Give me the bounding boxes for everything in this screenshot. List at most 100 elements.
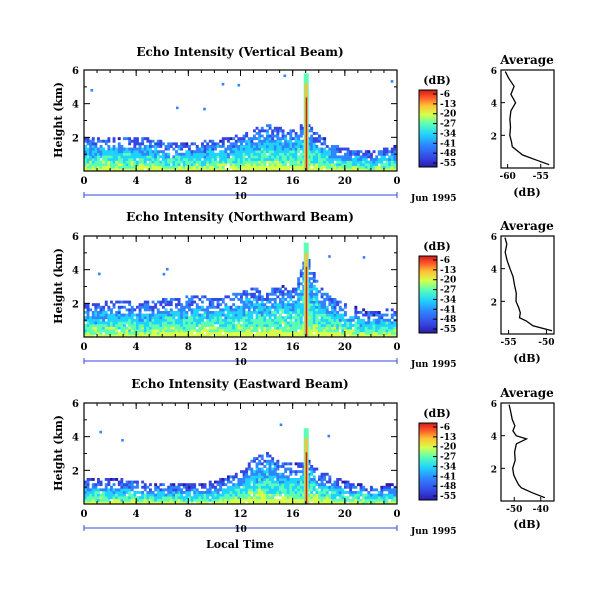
heatmap-cell — [258, 165, 262, 169]
heatmap-cell — [341, 165, 345, 169]
heatmap-cell — [310, 467, 314, 471]
heatmap-cell — [307, 318, 311, 322]
heatmap-cell — [128, 158, 132, 161]
heatmap-cell — [362, 318, 366, 322]
colorbar-tick-label: -13 — [440, 100, 456, 110]
heatmap-cell — [312, 501, 316, 505]
heatmap-cell — [162, 160, 165, 164]
heatmap-cell — [128, 160, 132, 164]
heatmap-cell — [229, 316, 233, 320]
heatmap-cell — [123, 313, 126, 317]
heatmap-cell — [346, 158, 350, 161]
heatmap-cell — [289, 467, 293, 471]
heatmap-cell — [149, 152, 152, 156]
heatmap-cell — [107, 491, 111, 494]
heatmap-cell — [128, 496, 132, 500]
heatmap-cell — [227, 308, 230, 312]
heatmap-cell — [221, 145, 225, 148]
heatmap-cell — [214, 498, 217, 502]
heatmap-cell — [325, 313, 329, 317]
heatmap-cell — [286, 311, 290, 314]
heatmap-cell — [271, 496, 275, 500]
heatmap-cell — [325, 334, 329, 338]
heatmap-cell — [128, 326, 132, 330]
heatmap-cell — [312, 478, 316, 481]
heatmap-cell — [201, 165, 204, 169]
heatmap-cell — [328, 147, 332, 151]
heatmap-cell — [325, 145, 329, 148]
heatmap-cell — [188, 158, 191, 161]
heatmap-cell — [349, 324, 353, 327]
heatmap-cell — [99, 321, 103, 325]
profile-y-tick-label: 6 — [491, 233, 497, 243]
heatmap-cell — [385, 308, 389, 312]
heatmap-cell — [338, 488, 342, 492]
heatmap-cell — [299, 298, 303, 301]
heatmap-cell — [149, 491, 152, 494]
heatmap-cell — [156, 498, 160, 502]
heatmap-cell — [172, 311, 176, 314]
heatmap-cell — [177, 496, 181, 500]
heatmap-cell — [323, 311, 327, 314]
heatmap-cell — [385, 329, 389, 333]
heatmap-cell — [341, 160, 345, 164]
heatmap-cell — [133, 163, 137, 167]
heatmap-cell — [315, 491, 319, 494]
heatmap-cell — [328, 298, 332, 301]
heatmap-cell — [203, 324, 207, 327]
heatmap-cell — [281, 292, 285, 296]
heatmap-cell — [297, 496, 301, 500]
heatmap-cell — [344, 329, 347, 333]
heatmap-cell — [281, 472, 285, 476]
heatmap-cell — [89, 139, 93, 143]
heatmap-cell — [242, 316, 246, 320]
heatmap-cell — [320, 311, 324, 314]
heatmap-cell — [359, 488, 363, 492]
heatmap-cell — [115, 329, 119, 333]
heatmap-cell — [149, 163, 152, 167]
heatmap-cell — [138, 498, 142, 502]
heatmap-cell — [240, 316, 243, 320]
heatmap-cell — [219, 483, 223, 487]
colorbar-tick-label: -41 — [440, 472, 456, 482]
heatmap-cell — [193, 308, 197, 312]
heatmap-cell — [104, 152, 108, 156]
heatmap-cell — [141, 158, 145, 161]
heatmap-cell — [273, 287, 277, 291]
heatmap-cell — [143, 496, 147, 500]
heatmap-cell — [167, 313, 171, 317]
heatmap-cell — [307, 329, 311, 333]
heatmap-cell — [84, 480, 87, 484]
heatmap-cell — [86, 316, 90, 320]
heatmap-cell — [289, 155, 293, 159]
heatmap-cell — [214, 488, 217, 492]
heatmap-cell — [250, 295, 254, 299]
heatmap-cell — [91, 501, 95, 505]
heatmap-cell — [136, 139, 139, 143]
heatmap-cell — [351, 485, 355, 489]
heatmap-cell — [125, 168, 129, 172]
heatmap-cell — [273, 498, 277, 502]
heatmap-cell — [86, 147, 90, 151]
heatmap-cell — [185, 313, 189, 317]
heatmap-cell — [362, 326, 366, 330]
heatmap-cell — [349, 150, 353, 154]
heatmap-cell — [232, 298, 236, 301]
heatmap-cell — [253, 475, 256, 479]
heatmap-cell — [310, 160, 314, 164]
heatmap-cell — [242, 313, 246, 317]
heatmap-cell — [115, 311, 119, 314]
heatmap-cell — [242, 475, 246, 479]
heatmap-cell — [333, 498, 337, 502]
heatmap-cell — [172, 316, 176, 320]
heatmap-cell — [180, 498, 184, 502]
heatmap-cell — [271, 298, 275, 301]
heatmap-cell — [242, 472, 246, 476]
heatmap-cell — [372, 168, 376, 172]
heatmap-cell — [258, 150, 262, 154]
heatmap-cell — [234, 163, 238, 167]
heatmap-cell — [263, 480, 267, 484]
heatmap-cell — [307, 137, 311, 141]
heatmap-cell — [232, 168, 236, 172]
heatmap-cell — [294, 132, 298, 135]
